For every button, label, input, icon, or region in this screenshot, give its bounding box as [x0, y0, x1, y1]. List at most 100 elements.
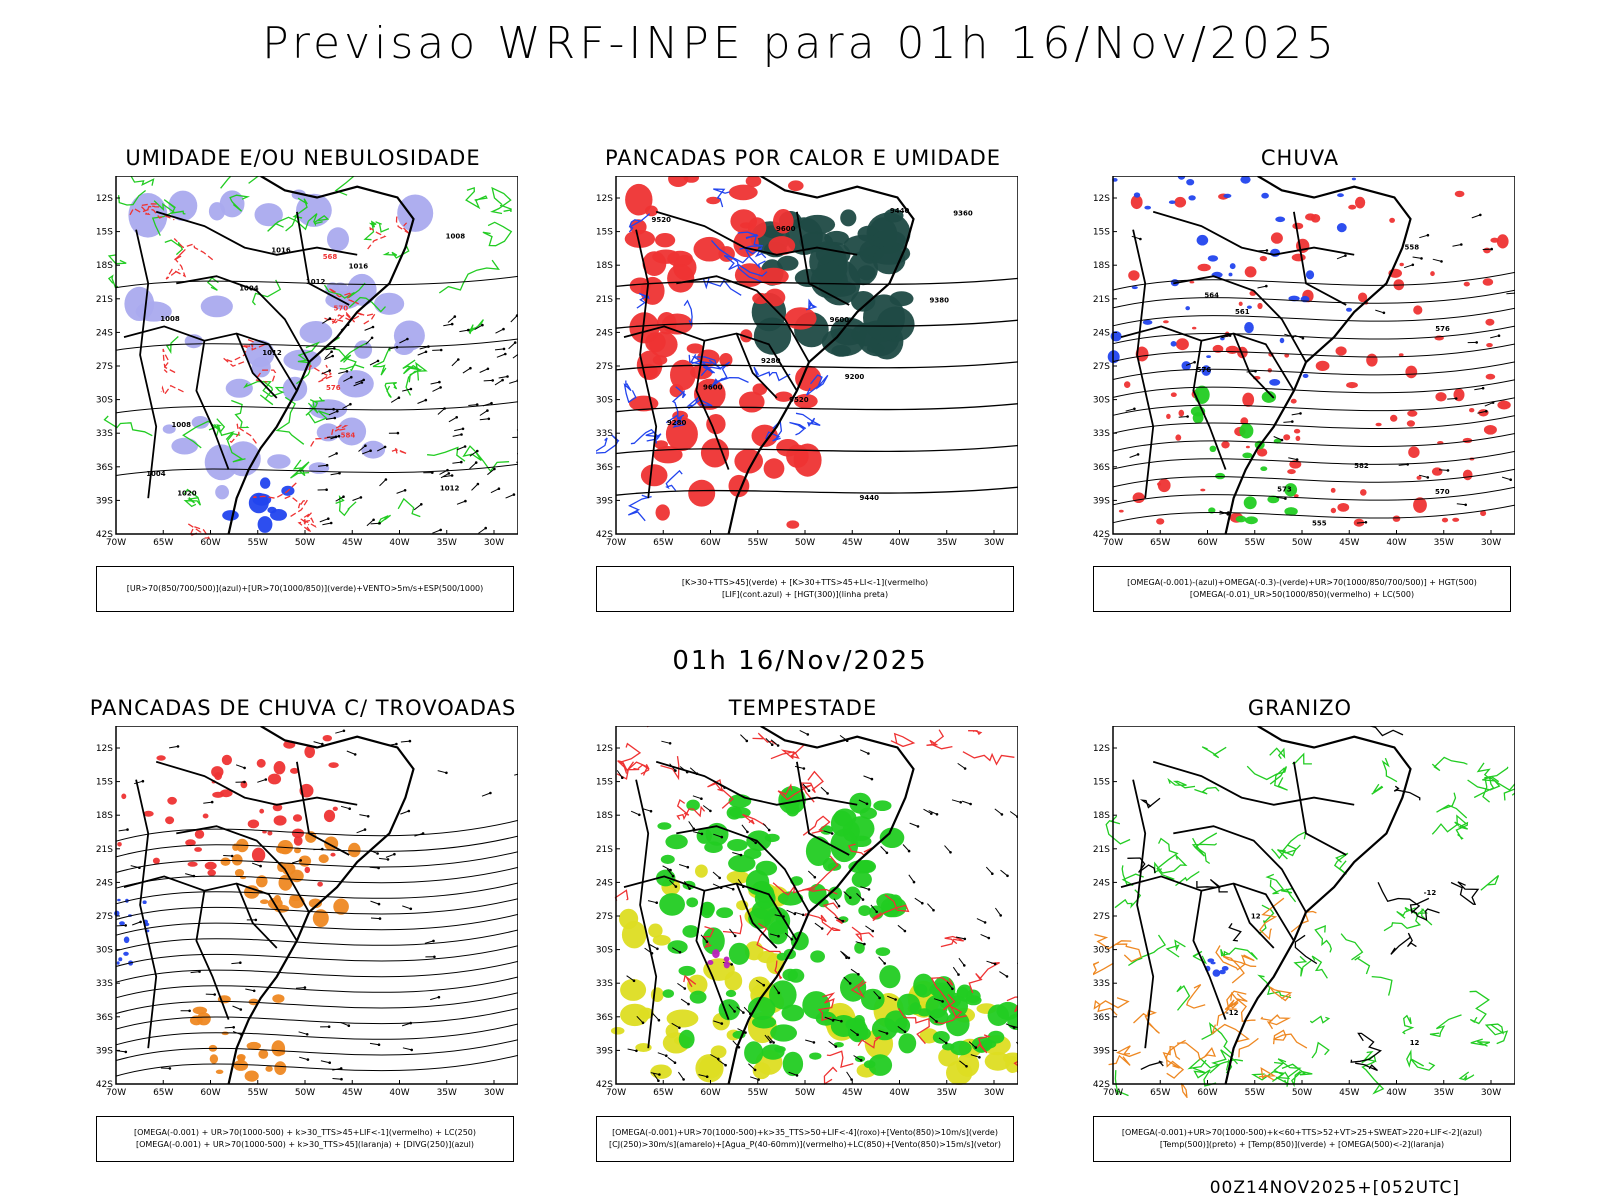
lon-tick-label: 70W	[606, 1088, 626, 1098]
country-border	[1173, 825, 1307, 913]
instability-area	[774, 391, 793, 402]
wind-vector	[856, 1033, 859, 1036]
rain-area	[1267, 368, 1272, 373]
wind-vector	[512, 353, 518, 359]
wind-vector	[741, 824, 748, 833]
rain-area	[1245, 445, 1250, 449]
humidity-low-contour	[183, 488, 202, 508]
streamline-arrow	[1490, 247, 1493, 251]
strong-omega-area	[1260, 466, 1268, 472]
temperature-500-contour	[1196, 878, 1228, 893]
wind-vector	[909, 822, 919, 827]
wind-vector	[451, 359, 459, 367]
humidity-low-contour	[384, 382, 398, 398]
panel-legend: [OMEGA(-0.001) + UR>70(1000-500) + k>30_…	[96, 1116, 514, 1162]
wind-vector	[693, 831, 703, 835]
wind-vector	[878, 996, 881, 1000]
streamline	[1112, 415, 1515, 434]
rain-area	[1130, 195, 1143, 210]
omega-500-contour	[1185, 984, 1206, 1009]
rain-area	[1135, 346, 1149, 362]
wind-vector	[513, 341, 517, 344]
streamline-arrow	[340, 805, 350, 810]
humidity-mid-area	[200, 295, 233, 318]
temperature-850-contour	[1246, 765, 1288, 785]
streamline-arrow	[489, 791, 492, 795]
wind-vector	[878, 956, 886, 964]
omega-500-contour	[1115, 943, 1142, 963]
thunderstorm-area	[317, 881, 323, 887]
rain-area	[1192, 326, 1197, 330]
lon-tick-label: 70W	[1103, 538, 1123, 548]
thunderstorm-area	[212, 791, 224, 798]
instability-area	[752, 292, 769, 305]
streamline-arrow	[1452, 244, 1462, 247]
streamline-arrow	[264, 778, 268, 781]
streamline	[115, 960, 518, 983]
wind-vector	[432, 529, 441, 534]
streamline-arrow	[437, 995, 441, 999]
panel-title: UMIDADE E/OU NEBULOSIDADE	[125, 146, 481, 170]
instability-area	[693, 236, 726, 262]
precipitable-water-contour	[890, 732, 916, 748]
wind-vector	[447, 472, 451, 475]
low-level-jet-area	[932, 1031, 950, 1044]
streamline	[115, 992, 518, 1014]
streamline-arrow	[239, 1008, 243, 1011]
thunderstorm-area	[185, 839, 196, 847]
wind-vector	[460, 460, 463, 464]
wind-vector	[647, 900, 657, 904]
lat-tick-label: 24S	[596, 328, 613, 338]
wind-vector	[657, 1052, 667, 1057]
omega-area	[1223, 193, 1232, 198]
streamline-arrow	[1460, 243, 1463, 246]
rain-area	[1157, 478, 1171, 493]
wind-vector	[951, 799, 961, 803]
instability-area	[655, 504, 670, 521]
precipitable-water-contour	[742, 813, 767, 827]
temperature-850-contour	[1311, 955, 1328, 979]
lat-tick-label: 24S	[1093, 878, 1110, 888]
instability-area	[665, 417, 698, 452]
lon-tick-label: 55W	[748, 538, 768, 548]
temperature-850-contour	[1194, 832, 1218, 865]
humidity-mid-area	[254, 203, 283, 227]
wind-vector	[669, 879, 677, 887]
wind-vector	[662, 865, 671, 871]
streamline-arrow	[1485, 409, 1488, 413]
thunderstorm-area	[221, 754, 232, 766]
streamline-arrow	[437, 770, 447, 774]
wind-vector	[885, 851, 889, 855]
wind-vector	[396, 489, 406, 494]
streamline	[115, 976, 518, 999]
wind-vector	[951, 987, 954, 991]
wind-vector	[439, 528, 443, 532]
precipitable-water-contour	[934, 993, 963, 1025]
country-border	[735, 333, 778, 399]
temperature-500-contour	[1450, 881, 1480, 906]
wind-vector	[483, 379, 493, 382]
map-frame	[615, 726, 1018, 1085]
low-level-jet-area	[810, 950, 825, 963]
rain-area	[1406, 420, 1415, 427]
low-level-jet-area	[777, 891, 804, 906]
jet-stream-area	[666, 1009, 699, 1028]
omega-500-contour	[1162, 1045, 1181, 1069]
streamline-arrow	[116, 1050, 126, 1053]
streamline-arrow	[141, 779, 145, 783]
wind-vector	[859, 1059, 863, 1062]
rain-area	[1283, 434, 1291, 441]
convective-area	[192, 1006, 208, 1015]
rain-area	[1348, 204, 1357, 210]
instability-area	[719, 353, 733, 367]
convective-area	[244, 1070, 259, 1082]
humidity-high-area	[257, 516, 273, 533]
low-level-jet-area	[686, 799, 700, 811]
streamline-arrow	[232, 1005, 241, 1010]
humidity-low-contour	[164, 239, 184, 256]
wind-vector	[424, 350, 428, 354]
streamline-arrow	[139, 920, 142, 924]
country-border	[296, 211, 350, 306]
low-level-jet-area	[888, 894, 903, 911]
precipitable-water-contour	[851, 926, 874, 943]
